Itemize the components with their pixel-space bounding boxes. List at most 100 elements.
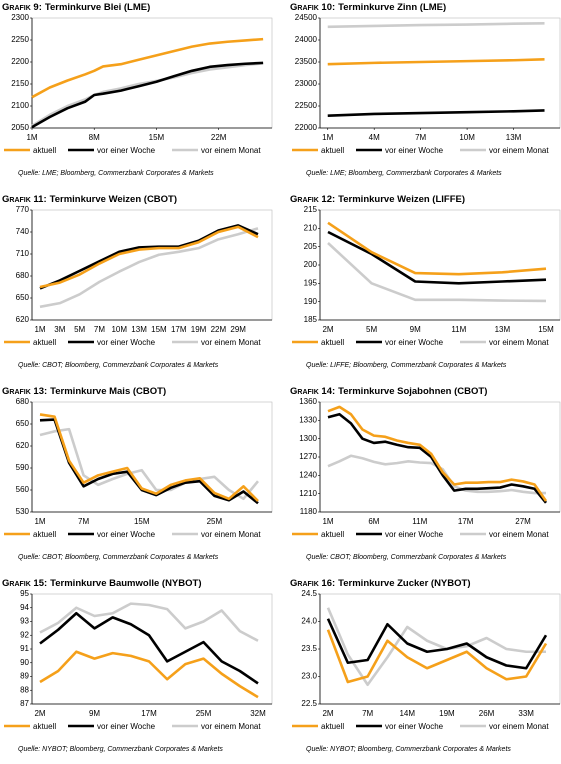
source-note: Quelle: CBOT; Bloomberg, Commerzbank Cor… xyxy=(18,362,219,369)
series-line xyxy=(39,602,259,642)
y-tick-label: 740 xyxy=(16,227,30,236)
chart-title: Grafik 14: Terminkurve Sojabohnen (CBOT) xyxy=(290,386,487,397)
y-tick-label: 195 xyxy=(304,278,318,287)
legend-label: aktuell xyxy=(321,338,344,347)
legend-label: aktuell xyxy=(33,530,56,539)
x-tick-label: 2M xyxy=(322,325,333,334)
x-tick-label: 29M xyxy=(230,325,246,334)
series-line xyxy=(327,58,545,66)
chart-title: Grafik 11: Terminkurve Weizen (CBOT) xyxy=(2,194,177,205)
x-tick-label: 14M xyxy=(399,709,415,718)
y-tick-label: 205 xyxy=(304,242,318,251)
chart-panel: Grafik 11: Terminkurve Weizen (CBOT) 620 65… xyxy=(2,194,273,369)
x-tick-label: 15M xyxy=(134,517,150,526)
x-tick-label: 1M xyxy=(322,517,333,526)
y-tick-label: 770 xyxy=(16,205,30,214)
x-tick-label: 19M xyxy=(439,709,455,718)
y-tick-label: 560 xyxy=(16,485,30,494)
y-tick-label: 1240 xyxy=(299,470,317,479)
legend-label: vor einem Monat xyxy=(201,722,261,731)
x-tick-label: 15M xyxy=(149,133,165,142)
x-tick-label: 25M xyxy=(196,709,212,718)
chart-label: Grafik 16: xyxy=(290,578,335,589)
chart-title: Grafik 15: Terminkurve Baumwolle (NYBOT) xyxy=(2,578,201,589)
chart-title-text: Terminkurve Blei (LME) xyxy=(45,2,150,13)
x-tick-label: 15M xyxy=(151,325,167,334)
y-tick-label: 23000 xyxy=(295,79,318,88)
x-tick-label: 1M xyxy=(322,133,333,142)
x-tick-label: 13M xyxy=(131,325,147,334)
y-tick-label: 2100 xyxy=(11,101,29,110)
x-tick-label: 22M xyxy=(211,325,227,334)
y-tick-label: 22.5 xyxy=(301,699,317,708)
legend-label: vor einer Woche xyxy=(385,146,444,155)
x-tick-label: 4M xyxy=(369,133,380,142)
chart-label: Grafik 14: xyxy=(290,386,335,397)
x-tick-label: 17M xyxy=(458,517,474,526)
chart-title-text: Terminkurve Mais (CBOT) xyxy=(50,386,166,397)
series-line xyxy=(326,618,548,670)
series-line xyxy=(31,61,264,129)
y-tick-label: 23.5 xyxy=(301,644,317,653)
x-tick-label: 11M xyxy=(451,325,466,334)
x-tick-label: 2M xyxy=(322,709,333,718)
chart-label: Grafik 15: xyxy=(2,578,47,589)
chart-label: Grafik 9: xyxy=(2,2,42,13)
chart-title-text: Terminkurve Weizen (CBOT) xyxy=(50,194,177,205)
chart-label: Grafik 13: xyxy=(2,386,47,397)
legend-label: vor einer Woche xyxy=(385,338,444,347)
x-tick-label: 13M xyxy=(495,325,511,334)
legend-label: vor einer Woche xyxy=(97,530,156,539)
x-tick-label: 7M xyxy=(78,517,89,526)
x-tick-label: 11M xyxy=(412,517,427,526)
x-tick-label: 5M xyxy=(74,325,85,334)
chart-panel: Grafik 10: Terminkurve Zinn (LME) 22000 225… xyxy=(290,2,561,177)
source-note: Quelle: CBOT; Bloomberg, Commerzbank Cor… xyxy=(18,554,219,561)
y-tick-label: 190 xyxy=(304,297,318,306)
x-tick-label: 33M xyxy=(518,709,534,718)
legend-label: vor einem Monat xyxy=(489,530,549,539)
y-tick-label: 1270 xyxy=(299,452,317,461)
chart-label: Grafik 11: xyxy=(2,194,47,205)
legend-label: aktuell xyxy=(321,146,344,155)
x-tick-label: 1M xyxy=(26,133,37,142)
x-tick-label: 5M xyxy=(366,325,377,334)
chart-title-text: Terminkurve Zucker (NYBOT) xyxy=(338,578,470,589)
chart-title-text: Terminkurve Weizen (LIFFE) xyxy=(338,194,465,205)
chart-panel: Grafik 9: Terminkurve Blei (LME) 2050 2100 2… xyxy=(2,2,273,177)
x-tick-label: 9M xyxy=(410,325,421,334)
legend-label: vor einer Woche xyxy=(97,146,156,155)
chart-title-text: Terminkurve Zinn (LME) xyxy=(338,2,446,13)
x-tick-label: 10M xyxy=(111,325,127,334)
series-line xyxy=(39,427,260,501)
series-line xyxy=(327,242,547,303)
legend-label: vor einem Monat xyxy=(201,146,261,155)
series-line xyxy=(327,109,545,117)
chart-panel: Grafik 15: Terminkurve Baumwolle (NYBOT) 8… xyxy=(2,578,273,753)
legend-label: vor einem Monat xyxy=(201,530,261,539)
y-tick-label: 215 xyxy=(304,205,318,214)
y-tick-label: 88 xyxy=(20,685,29,694)
y-tick-label: 92 xyxy=(20,630,29,639)
y-tick-label: 620 xyxy=(16,315,30,324)
plot-frame xyxy=(319,209,561,321)
x-tick-label: 7M xyxy=(415,133,426,142)
chart-panel: Grafik 14: Terminkurve Sojabohnen (CBOT) 1… xyxy=(290,386,561,561)
source-note: Quelle: CBOT; Bloomberg, Commerzbank Cor… xyxy=(306,554,507,561)
source-note: Quelle: LME; Bloomberg, Commerzbank Corp… xyxy=(18,170,214,177)
x-tick-label: 9M xyxy=(89,709,100,718)
series-line xyxy=(326,629,548,684)
y-tick-label: 2050 xyxy=(11,123,29,132)
x-tick-label: 27M xyxy=(515,517,531,526)
legend-label: vor einem Monat xyxy=(489,338,549,347)
chart-title: Grafik 9: Terminkurve Blei (LME) xyxy=(2,2,150,13)
y-tick-label: 94 xyxy=(20,603,29,612)
y-tick-label: 2150 xyxy=(11,79,29,88)
y-tick-label: 2250 xyxy=(11,35,29,44)
legend-label: aktuell xyxy=(33,338,56,347)
series-line xyxy=(327,221,547,276)
series-line xyxy=(327,405,548,502)
x-tick-label: 25M xyxy=(207,517,223,526)
y-tick-label: 200 xyxy=(304,260,318,269)
